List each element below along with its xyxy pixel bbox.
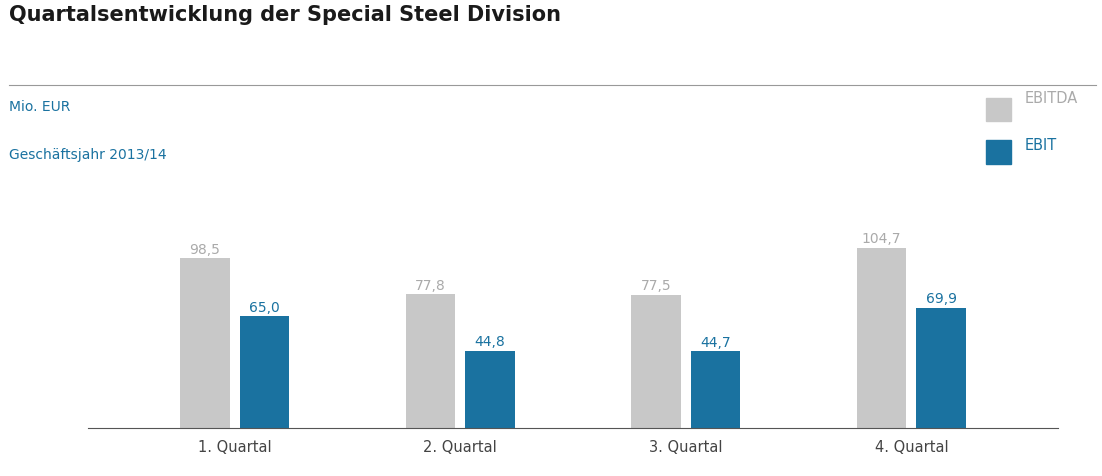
Text: 77,8: 77,8 (415, 278, 446, 292)
Text: Quartalsentwicklung der Special Steel Division: Quartalsentwicklung der Special Steel Di… (9, 5, 561, 25)
Text: 98,5: 98,5 (190, 242, 220, 256)
Bar (856, 248, 906, 428)
Text: 104,7: 104,7 (862, 232, 901, 246)
Bar (916, 308, 966, 428)
Text: EBITDA: EBITDA (1025, 90, 1078, 105)
Bar (631, 295, 681, 428)
Text: 69,9: 69,9 (926, 292, 957, 306)
Text: 65,0: 65,0 (249, 300, 280, 314)
Text: EBIT: EBIT (1025, 138, 1057, 153)
Text: 44,8: 44,8 (475, 335, 506, 349)
Bar (691, 351, 741, 428)
Bar (465, 351, 515, 428)
Text: Mio. EUR: Mio. EUR (9, 100, 71, 114)
Text: 44,7: 44,7 (700, 335, 731, 349)
Text: 77,5: 77,5 (640, 278, 671, 292)
Bar (406, 295, 455, 428)
Bar (240, 317, 290, 428)
Bar (180, 259, 230, 428)
Text: Geschäftsjahr 2013/14: Geschäftsjahr 2013/14 (9, 148, 166, 161)
